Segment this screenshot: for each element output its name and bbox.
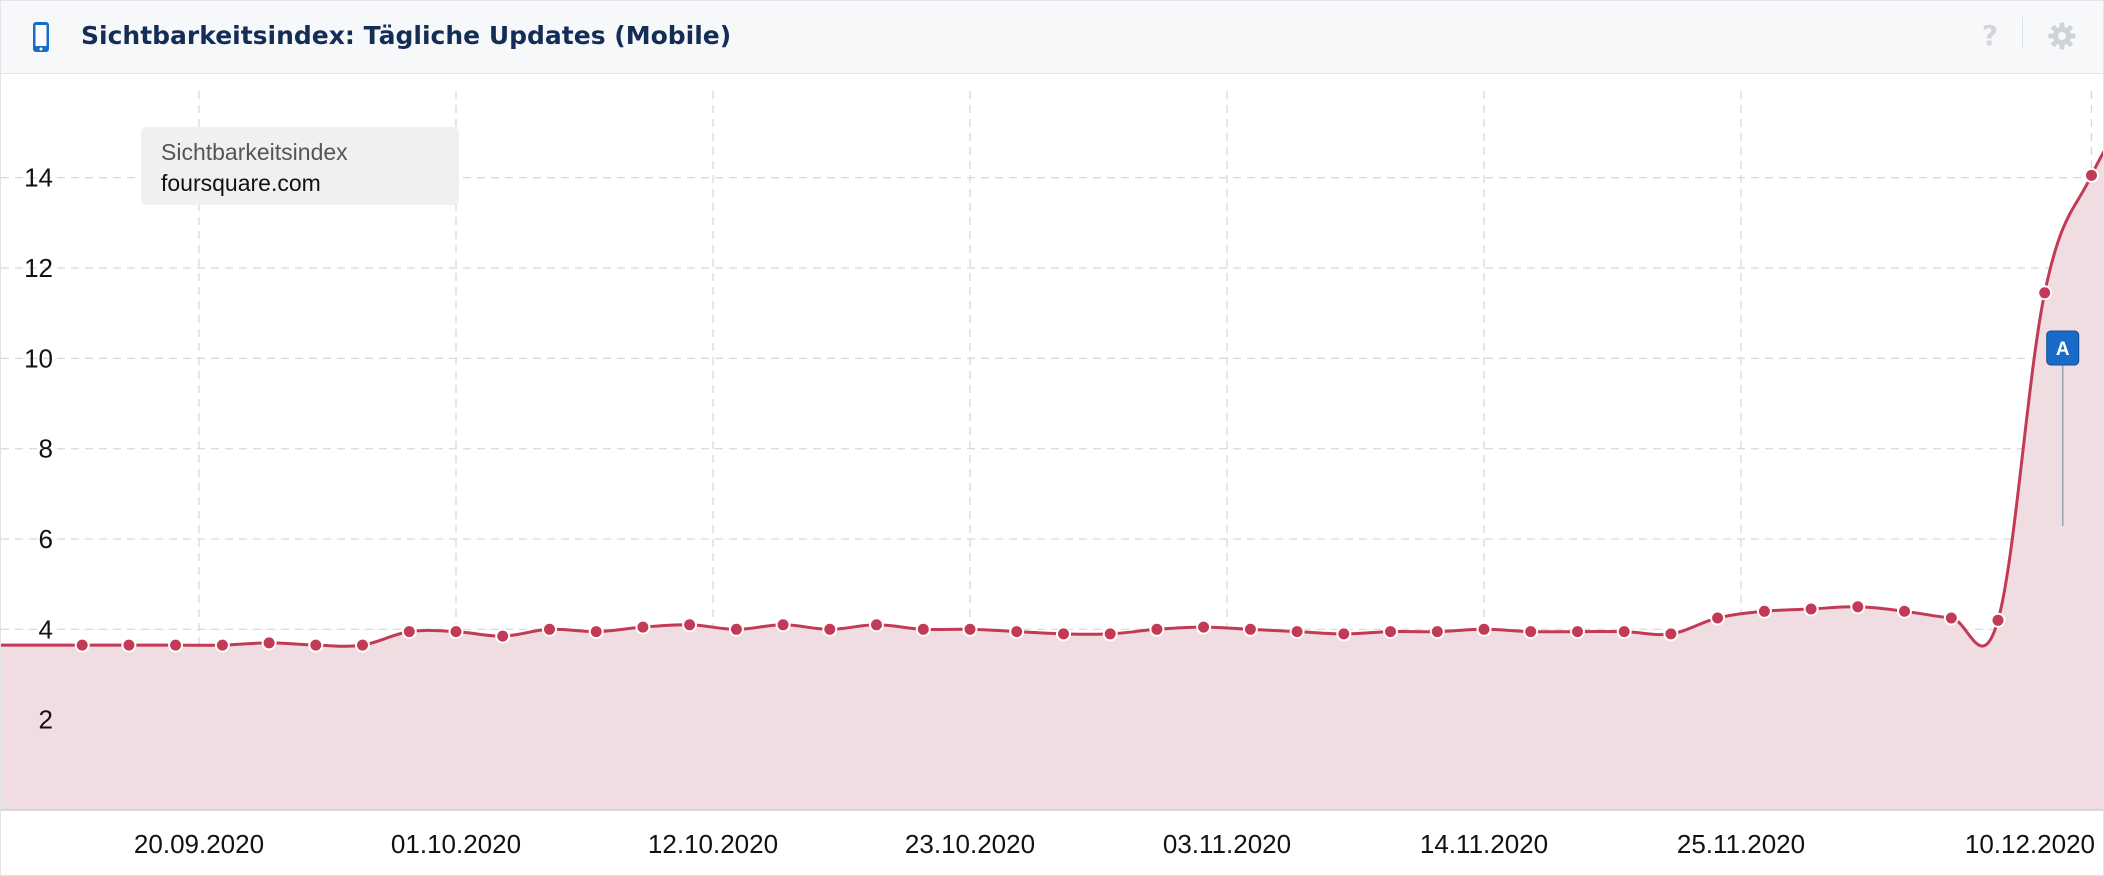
gear-icon[interactable] (2047, 21, 2077, 51)
data-point[interactable] (495, 628, 511, 644)
data-point[interactable] (1803, 601, 1819, 617)
data-point[interactable] (1897, 603, 1912, 619)
widget-title: Sichtbarkeitsindex: Tägliche Updates (Mo… (81, 21, 732, 50)
x-tick-label: 23.10.2020 (905, 829, 1035, 859)
data-point[interactable] (1850, 599, 1866, 615)
data-point[interactable] (74, 637, 90, 653)
data-point[interactable] (2084, 167, 2099, 183)
annotation-flag[interactable] (2046, 330, 2080, 366)
data-point[interactable] (728, 621, 744, 637)
data-point[interactable] (962, 621, 978, 637)
data-point[interactable] (1663, 626, 1679, 642)
legend-tooltip: Sichtbarkeitsindex foursquare.com (141, 127, 459, 205)
data-point[interactable] (308, 637, 324, 653)
x-tick-label: 25.11.2020 (1677, 829, 1805, 859)
data-point[interactable] (1476, 621, 1492, 637)
data-point[interactable] (1990, 612, 2006, 628)
data-point[interactable] (915, 621, 931, 637)
smartphone-icon (33, 22, 49, 52)
widget-header: Sichtbarkeitsindex: Tägliche Updates (Mo… (1, 1, 2103, 74)
data-point[interactable] (1242, 621, 1258, 637)
series-area (1, 153, 2103, 810)
data-point[interactable] (2037, 285, 2053, 301)
y-tick-label: 8 (39, 434, 53, 464)
data-point[interactable] (121, 637, 137, 653)
data-point[interactable] (1710, 610, 1726, 626)
data-point[interactable] (401, 624, 417, 640)
data-point[interactable] (822, 621, 838, 637)
area-fill (1, 153, 2103, 810)
svg-text:?: ? (1982, 19, 1998, 52)
data-point[interactable] (1196, 619, 1212, 635)
legend-series-label: Sichtbarkeitsindex (161, 139, 348, 165)
y-tick-label: 12 (24, 253, 53, 283)
annotations: A (2046, 330, 2080, 526)
data-point[interactable] (682, 617, 698, 633)
data-point[interactable] (775, 617, 791, 633)
y-tick-label: 2 (39, 705, 53, 735)
x-tick-label: 01.10.2020 (391, 829, 521, 859)
legend-domain: foursquare.com (161, 170, 321, 196)
data-point[interactable] (1943, 610, 1959, 626)
data-point[interactable] (635, 619, 651, 635)
data-point[interactable] (355, 637, 370, 653)
data-point[interactable] (214, 637, 230, 653)
data-point[interactable] (1149, 621, 1165, 637)
header-divider (2022, 17, 2023, 49)
data-point[interactable] (1056, 626, 1071, 642)
data-point[interactable] (1009, 624, 1025, 640)
data-point[interactable] (542, 621, 557, 637)
help-icon[interactable]: ? (1977, 19, 2003, 53)
x-tick-label: 10.12.2020 (1965, 829, 2095, 859)
annotation-label: A (2056, 339, 2070, 360)
data-point[interactable] (1383, 624, 1398, 640)
data-point[interactable] (869, 617, 884, 633)
x-tick-label: 20.09.2020 (134, 829, 264, 859)
data-point[interactable] (1756, 603, 1772, 619)
data-point[interactable] (1102, 626, 1118, 642)
x-tick-label: 03.11.2020 (1163, 829, 1291, 859)
y-tick-label: 6 (39, 524, 53, 554)
y-tick-label: 4 (39, 614, 53, 644)
axes: 2 4 6 8 10 12 14 20.09.2020 01.10.2020 12.10.2020… (1, 163, 2103, 859)
data-point[interactable] (1523, 624, 1539, 640)
data-points (74, 167, 2099, 653)
data-point[interactable] (168, 637, 184, 653)
data-point[interactable] (261, 635, 277, 651)
data-point[interactable] (1570, 624, 1585, 640)
data-point[interactable] (588, 624, 604, 640)
y-tick-label: 10 (24, 343, 53, 373)
y-tick-label: 14 (24, 163, 53, 193)
x-tick-label: 14.11.2020 (1420, 829, 1548, 859)
data-point[interactable] (1336, 626, 1352, 642)
data-point[interactable] (1289, 624, 1305, 640)
data-point[interactable] (1616, 624, 1632, 640)
data-point[interactable] (448, 624, 464, 640)
data-point[interactable] (1429, 624, 1445, 640)
visibility-chart: 2 4 6 8 10 12 14 20.09.2020 01.10.2020 12.10.2020… (1, 91, 2103, 859)
x-tick-label: 12.10.2020 (648, 829, 778, 859)
